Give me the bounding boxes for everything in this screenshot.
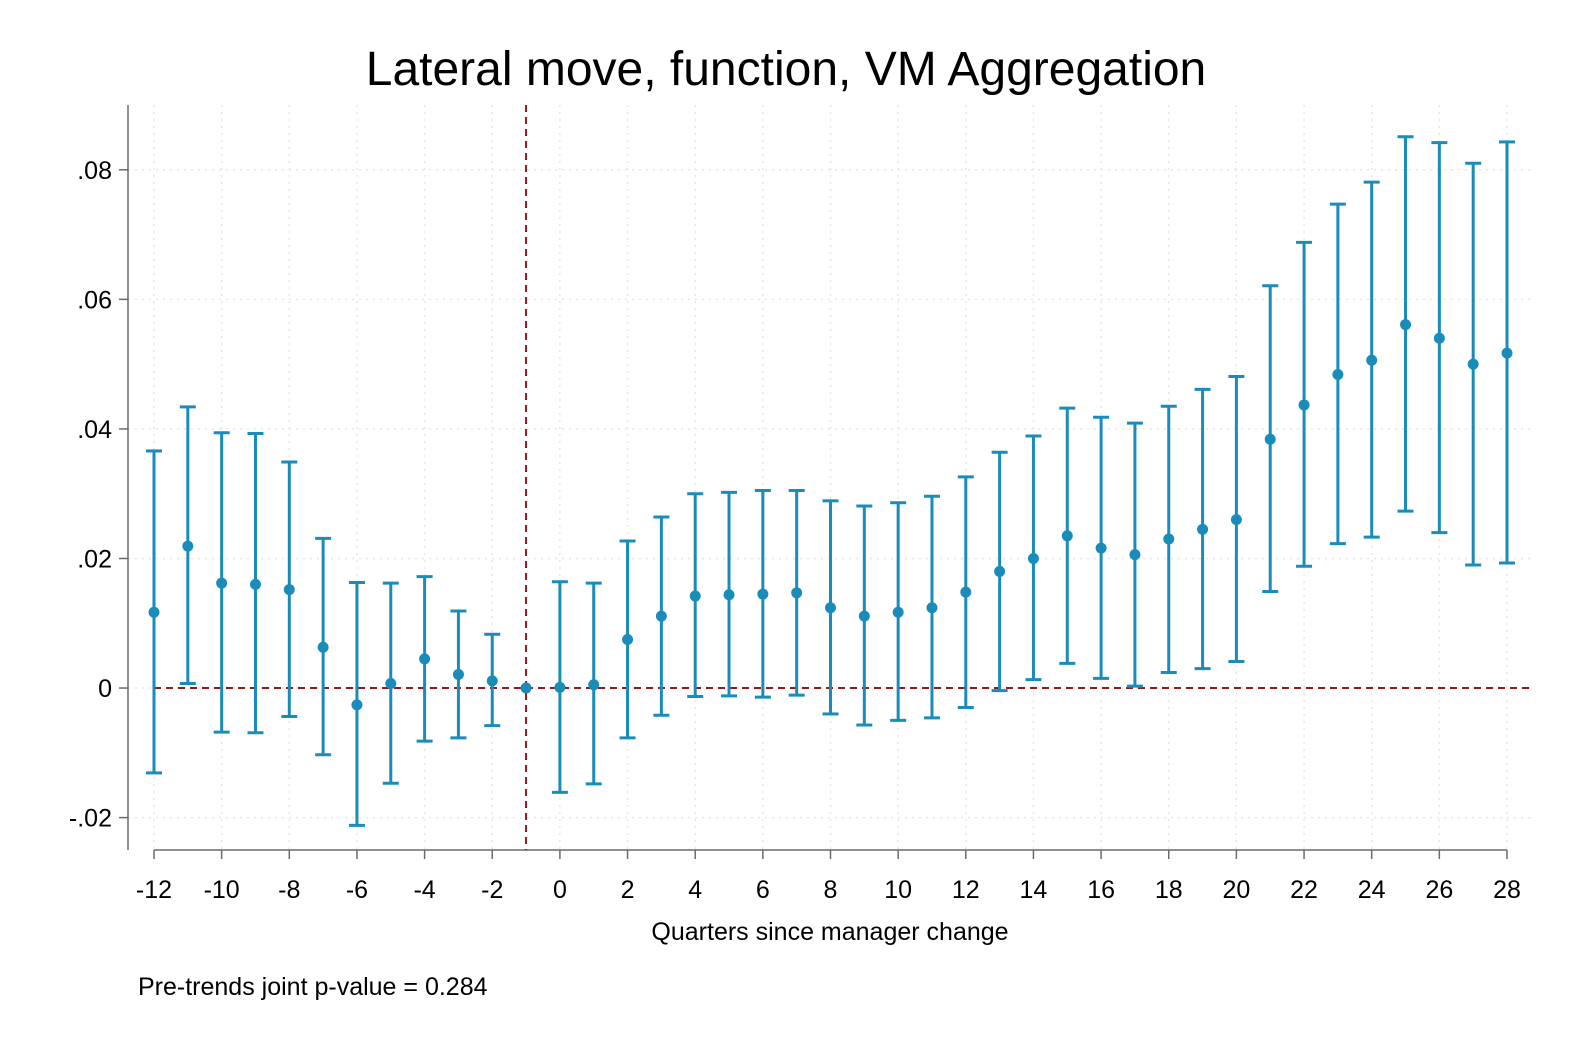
x-tick-label: 28: [1493, 876, 1521, 904]
point-estimate: [1467, 358, 1479, 370]
point-estimate: [1433, 332, 1445, 344]
point-estimate: [351, 699, 363, 711]
x-tick-label: 0: [553, 876, 567, 904]
data-marks: [146, 135, 1515, 827]
point-estimate: [1366, 354, 1378, 366]
point-estimate: [1129, 549, 1141, 561]
point-estimate: [419, 653, 431, 665]
point-estimate: [385, 678, 397, 690]
grid-lines: [128, 105, 1530, 850]
reference-lines: [154, 105, 1530, 850]
y-tick-label: -.02: [69, 805, 112, 833]
point-estimate: [452, 668, 464, 680]
point-estimate: [1197, 523, 1209, 535]
point-estimate: [1027, 552, 1039, 564]
point-estimate: [1061, 530, 1073, 542]
point-estimate: [1163, 533, 1175, 545]
point-estimate: [791, 587, 803, 599]
x-tick-label: 24: [1358, 876, 1386, 904]
x-tick-label: 16: [1087, 876, 1115, 904]
point-estimate: [1501, 347, 1513, 359]
x-tick-label: -10: [204, 876, 240, 904]
x-tick-label: 6: [756, 876, 770, 904]
point-estimate: [182, 540, 194, 552]
x-tick-label: 4: [688, 876, 702, 904]
point-estimate: [1230, 514, 1242, 526]
point-estimate: [994, 565, 1006, 577]
point-estimate: [723, 589, 735, 601]
point-estimate: [249, 578, 261, 590]
point-estimate: [689, 590, 701, 602]
x-tick-label: -2: [481, 876, 503, 904]
chart-title: Lateral move, function, VM Aggregation: [366, 43, 1207, 96]
x-tick-label: -12: [136, 876, 172, 904]
x-tick-label: -4: [413, 876, 435, 904]
x-tick-label: -6: [346, 876, 368, 904]
y-tick-label: .08: [77, 157, 112, 185]
point-estimate: [486, 675, 498, 687]
y-tick-label: 0: [98, 675, 112, 703]
x-tick-label: 12: [952, 876, 980, 904]
point-estimate: [554, 681, 566, 693]
point-estimate: [148, 606, 160, 618]
point-estimate: [757, 588, 769, 600]
point-estimate: [892, 606, 904, 618]
point-estimate: [825, 602, 836, 614]
y-tick-label: .04: [77, 416, 112, 444]
x-tick-label: 22: [1290, 876, 1318, 904]
point-estimate: [1264, 433, 1276, 445]
x-tick-label: 2: [621, 876, 635, 904]
point-estimate: [317, 641, 329, 653]
x-tick-label: -8: [278, 876, 300, 904]
x-tick-label: 18: [1155, 876, 1183, 904]
point-estimate: [622, 633, 634, 645]
point-estimate: [655, 610, 667, 622]
x-tick-label: 20: [1222, 876, 1250, 904]
x-tick-label: 10: [884, 876, 912, 904]
point-estimate: [283, 584, 295, 596]
point-estimate: [216, 577, 228, 589]
x-tick-label: 14: [1020, 876, 1048, 904]
point-estimate: [960, 586, 972, 598]
point-estimate: [588, 679, 600, 691]
pretrends-note: Pre-trends joint p-value = 0.284: [138, 973, 488, 1001]
x-tick-label: 26: [1425, 876, 1453, 904]
y-tick-label: .06: [77, 286, 112, 314]
point-estimate: [1298, 399, 1310, 411]
point-estimate: [926, 602, 938, 614]
y-tick-label: .02: [77, 545, 112, 573]
point-estimate: [1400, 319, 1412, 331]
point-estimate: [1095, 542, 1107, 554]
point-estimate: [520, 682, 532, 694]
point-estimate: [1332, 368, 1344, 380]
x-tick-label: 8: [824, 876, 838, 904]
axes: -.020.02.04.06.08-12 -10 -8 -6 -4 -2 0 2 4 6 8 10 12…: [69, 105, 1521, 904]
x-axis-title: Quarters since manager change: [651, 918, 1008, 946]
point-estimate: [858, 610, 870, 622]
